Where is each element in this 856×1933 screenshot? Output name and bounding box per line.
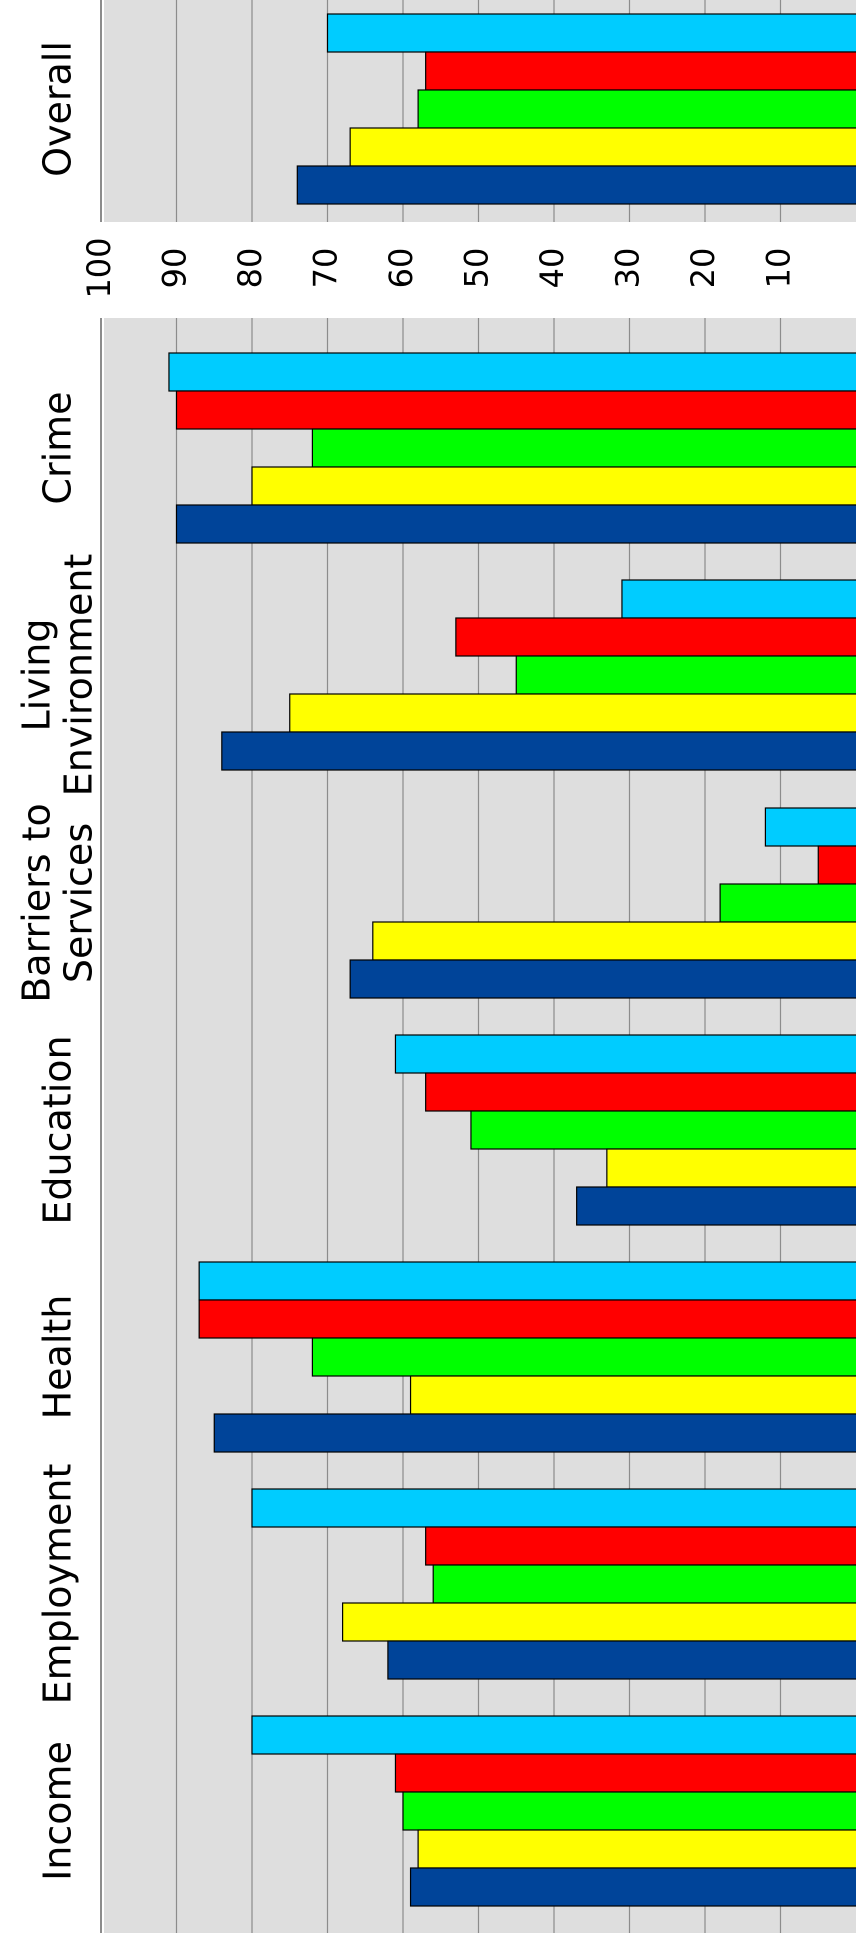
category-label: Education [36, 1035, 80, 1224]
overall-panel: Overall [36, 0, 856, 222]
bar [425, 1072, 856, 1112]
category-label: Crime [36, 391, 80, 504]
bar [251, 1488, 856, 1528]
bar [402, 1791, 856, 1831]
bar [409, 1375, 856, 1415]
bar [349, 127, 856, 167]
bar [764, 807, 856, 847]
bar [198, 1261, 856, 1301]
bar [326, 13, 856, 53]
bar [394, 1034, 856, 1074]
tick-label: 30 [609, 248, 647, 289]
bar [417, 89, 856, 129]
bar [311, 1337, 856, 1377]
bar [470, 1110, 856, 1150]
domains-bars [168, 352, 856, 1907]
value-axis-tick-labels: 100 90 80 70 60 50 40 30 20 10 [80, 237, 798, 298]
bar [394, 1753, 856, 1793]
tick-label: 80 [231, 248, 269, 289]
bar [296, 165, 856, 205]
category-label: Overall [36, 41, 80, 177]
bar [606, 1148, 856, 1188]
bar [455, 617, 856, 657]
bar [425, 1526, 856, 1566]
bar [621, 579, 856, 619]
tick-label: 40 [533, 248, 571, 289]
category-label: Barriers to [15, 803, 59, 1003]
tick-label: 60 [382, 248, 420, 289]
bar [251, 1715, 856, 1755]
tick-label: 20 [684, 248, 722, 289]
category-label: Living [15, 619, 59, 732]
category-label: Health [36, 1295, 80, 1420]
bar [425, 51, 856, 91]
tick-label: 100 [80, 237, 118, 298]
bar [251, 466, 856, 506]
overall-bars [296, 13, 856, 205]
bar [289, 693, 856, 733]
category-label: Environment [57, 554, 101, 797]
category-label: Employment [36, 1464, 80, 1705]
bar [175, 504, 856, 544]
bar [409, 1867, 856, 1907]
bar [576, 1186, 856, 1226]
bar [175, 390, 856, 430]
overall-category-labels: Overall [36, 41, 80, 177]
bar [432, 1564, 856, 1604]
bar [349, 959, 856, 999]
bar [198, 1299, 856, 1339]
category-label: Services [57, 823, 101, 983]
bar [817, 845, 856, 885]
tick-label: 70 [307, 248, 345, 289]
bar [372, 921, 856, 961]
tick-label: 50 [458, 248, 496, 289]
bar [213, 1413, 856, 1453]
bar [342, 1602, 856, 1642]
bar [719, 883, 856, 923]
bar [417, 1829, 856, 1869]
bar [221, 731, 856, 771]
tick-label: 90 [156, 248, 194, 289]
bar [387, 1640, 856, 1680]
bar [168, 352, 856, 392]
category-label: Income [36, 1741, 80, 1881]
tick-label: 10 [760, 248, 798, 289]
bar [515, 655, 856, 695]
bar [311, 428, 856, 468]
